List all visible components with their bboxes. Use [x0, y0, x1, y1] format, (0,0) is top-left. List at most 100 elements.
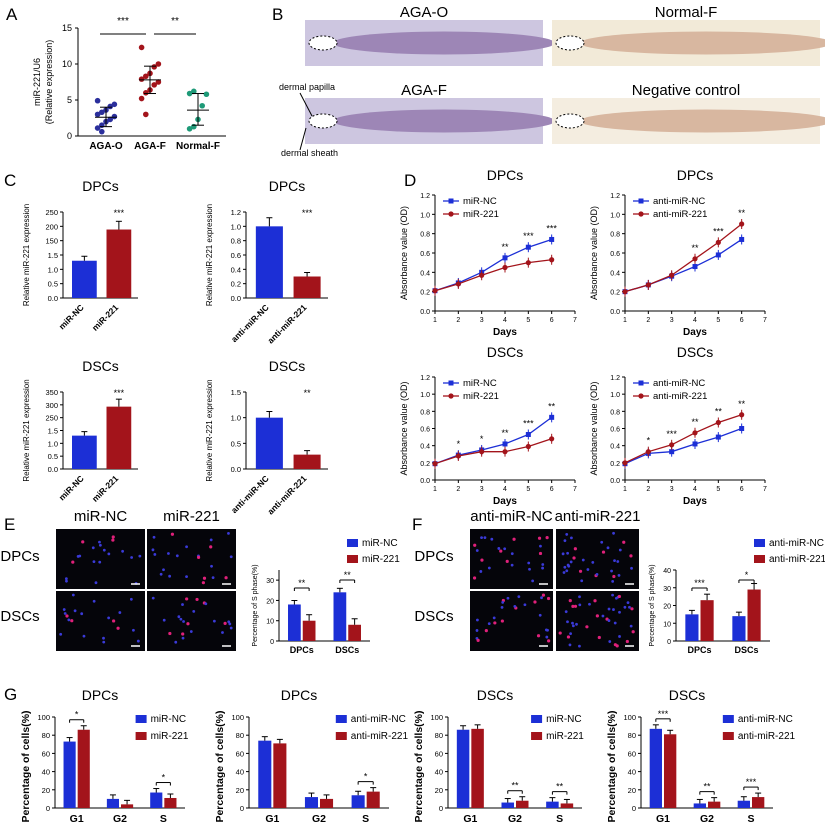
panelF-edu-dot	[537, 536, 542, 540]
g-legend-blue-swatch	[135, 715, 147, 723]
panelE-legend-red-label: miR-221	[362, 554, 400, 565]
panelF-nucleus-dot	[476, 618, 479, 622]
panelF-nucleus-dot	[578, 595, 581, 599]
d-xtick-label: 5	[716, 317, 720, 324]
a-point	[99, 109, 105, 116]
panelF-nucleus-dot	[578, 644, 581, 648]
g-legend-red-swatch	[335, 732, 347, 740]
panelE-nucleus-dot	[80, 612, 84, 616]
d-ytick-label: 0.8	[610, 232, 620, 239]
d-ytick-label: 0.6	[610, 251, 620, 258]
d-ylabel: Absorbance value (OD)	[589, 206, 599, 300]
g-ytick-label: 40	[628, 768, 636, 777]
panelF-nucleus-dot	[626, 601, 630, 605]
a-ytick-label: 0	[67, 131, 72, 141]
panelF-nucleus-dot	[588, 602, 591, 606]
g-ytick-label: 100	[37, 713, 50, 722]
panelE-nucleus-dot	[102, 640, 106, 644]
panelF-edu-dot	[480, 558, 484, 562]
a-point	[107, 116, 113, 123]
panelE-nucleus-dot	[102, 636, 105, 640]
d-legend-marker-red	[448, 393, 454, 399]
c-bar	[72, 260, 97, 298]
g-legend-red-label: miR-221	[546, 731, 584, 742]
d-sig: *	[480, 434, 484, 444]
panelE-edu-dot	[168, 631, 172, 636]
panelE-micrograph	[147, 591, 236, 651]
panelF-nucleus-dot	[565, 569, 569, 573]
panelF-ytick-label: 20	[663, 604, 671, 611]
a-sig-1: ***	[117, 16, 129, 27]
panelE-nucleus-dot	[64, 577, 68, 581]
d-xtick-label: 6	[550, 486, 554, 493]
a-point	[151, 64, 157, 70]
panel-letter-b: B	[272, 5, 283, 24]
panelE-nucleus-dot	[153, 553, 157, 556]
g-sig-stars: **	[556, 782, 564, 792]
g-ytick-label: 20	[435, 786, 443, 795]
panelF-nucleus-dot	[601, 614, 605, 618]
g-title: DSCs	[477, 687, 514, 703]
a-point	[99, 128, 105, 135]
panelF-nucleus-dot	[578, 603, 582, 607]
g-xlabel: S	[160, 813, 167, 825]
d-legend-marker-red	[638, 393, 644, 399]
panelF-ytick-label: 40	[663, 568, 671, 575]
c-title: DSCs	[269, 358, 306, 374]
a-point	[186, 126, 193, 132]
d-ytick-label: 0.4	[420, 270, 430, 277]
d-ytick-label: 0.2	[420, 290, 430, 297]
b-hair-shaft	[333, 109, 555, 133]
d-xtick-label: 3	[670, 317, 674, 324]
d-legend-label: anti-miR-221	[653, 209, 707, 220]
a-ytick-label: 5	[67, 95, 72, 105]
panelF-nucleus-dot	[595, 572, 599, 576]
g-legend-blue-label: anti-miR-NC	[738, 714, 793, 725]
g-ytick-label: 60	[236, 749, 244, 758]
panelF-nucleus-dot	[501, 600, 505, 604]
d-xtick-label: 7	[573, 317, 577, 324]
panelF-nucleus-dot	[510, 552, 514, 556]
panelE-nucleus-dot	[177, 615, 181, 619]
b-label: Negative control	[632, 82, 740, 99]
d-xtick-label: 5	[526, 317, 530, 324]
a-point	[143, 90, 149, 96]
panelF-nucleus-dot	[540, 596, 543, 600]
d-ytick-label: 0.4	[420, 444, 430, 451]
panelF-nucleus-dot	[613, 621, 617, 625]
panelE-nucleus-dot	[107, 616, 111, 620]
d-ytick-label: 1.0	[420, 212, 430, 219]
g-ytick-label: 20	[42, 786, 50, 795]
g-ytick-label: 80	[435, 731, 443, 740]
panelE-nucleus-dot	[92, 599, 96, 603]
d-sig: ***	[523, 419, 534, 429]
panel-letter-c: C	[4, 171, 16, 190]
panelE-nucleus-dot	[175, 554, 179, 558]
a-point	[203, 91, 210, 98]
d-ytick-label: 1.2	[610, 193, 620, 200]
d-xtick-label: 7	[573, 486, 577, 493]
d-ytick-label: 0.0	[610, 309, 620, 316]
b-dermal-papilla	[308, 35, 338, 51]
panelF-xlabel: DPCs	[687, 645, 711, 655]
panelE-ylabel: Percentage of S phase(%)	[252, 564, 259, 646]
panel-letter-e: E	[4, 515, 15, 534]
c-xlabel: miR-NC	[57, 302, 86, 331]
panelF-nucleus-dot	[506, 596, 510, 600]
panelE-sig-stars: **	[344, 570, 352, 580]
d-legend-marker-blue	[638, 380, 644, 386]
d-ytick-label: 0.0	[420, 309, 430, 316]
g-bar-red	[77, 729, 90, 808]
panelE-nucleus-dot	[174, 640, 178, 644]
panelF-nucleus-dot	[538, 613, 542, 617]
b-label: AGA-O	[400, 4, 448, 21]
b-hair-shaft	[580, 31, 825, 55]
d-sig: ***	[666, 429, 677, 439]
panelE-xlabel: DSCs	[335, 645, 359, 655]
panelE-nucleus-dot	[185, 545, 188, 549]
d-xtick-label: 4	[693, 486, 697, 493]
c-bar	[255, 226, 283, 298]
d-xtick-label: 1	[433, 317, 437, 324]
panelE-nucleus-dot	[98, 543, 102, 547]
panelF-nucleus-dot	[541, 566, 544, 570]
